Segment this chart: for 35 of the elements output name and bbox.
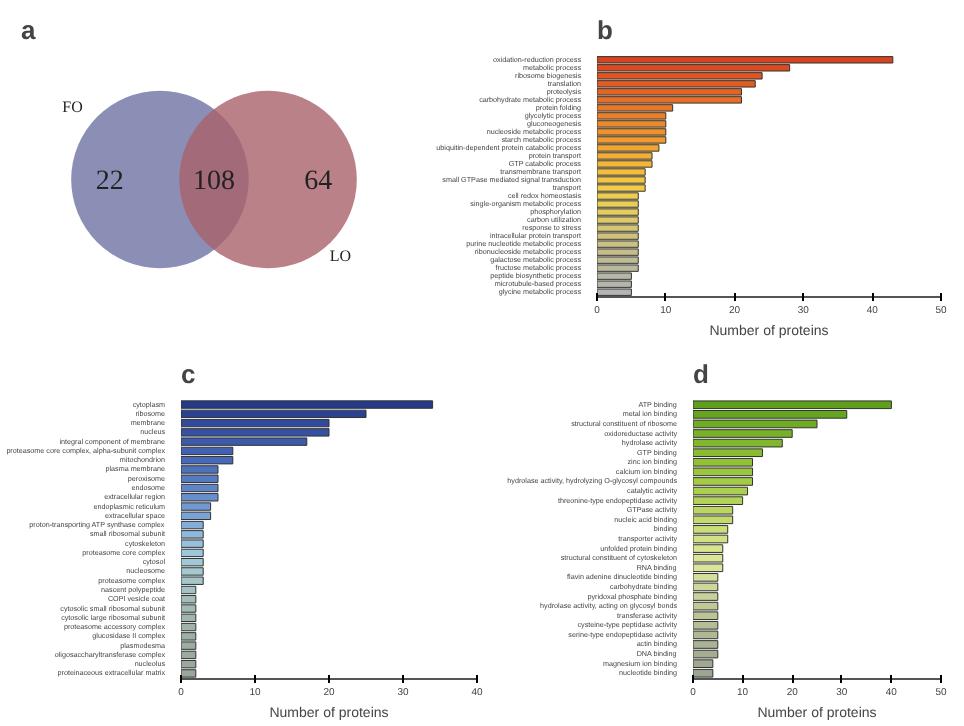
bar (597, 120, 667, 128)
bar (597, 256, 639, 264)
bar (597, 136, 667, 144)
text: 64 (304, 167, 333, 198)
chart-title: b (597, 15, 613, 45)
bar (597, 152, 653, 160)
bar (597, 168, 646, 176)
chart-title: d (693, 359, 709, 389)
bar (597, 216, 639, 224)
bar (597, 192, 639, 200)
bar (597, 240, 639, 248)
bar (597, 208, 639, 216)
text: FO (62, 97, 84, 116)
bar (597, 248, 639, 256)
bar (597, 288, 632, 296)
bar (597, 224, 639, 232)
text: 22 (95, 167, 124, 198)
chart-title: c (181, 359, 196, 389)
bar (597, 128, 667, 136)
text: LO (329, 246, 352, 265)
bar (597, 144, 660, 152)
text: 108 (193, 167, 235, 198)
bar (597, 264, 639, 272)
bar (597, 200, 639, 208)
bar (597, 280, 632, 288)
bar (597, 96, 742, 104)
bar (597, 272, 632, 280)
text: a (21, 15, 37, 45)
bar (597, 56, 894, 64)
bar (597, 80, 756, 88)
bar (597, 112, 667, 120)
bar (597, 232, 639, 240)
bar (597, 184, 646, 192)
bar (597, 160, 653, 168)
bar (597, 176, 646, 184)
